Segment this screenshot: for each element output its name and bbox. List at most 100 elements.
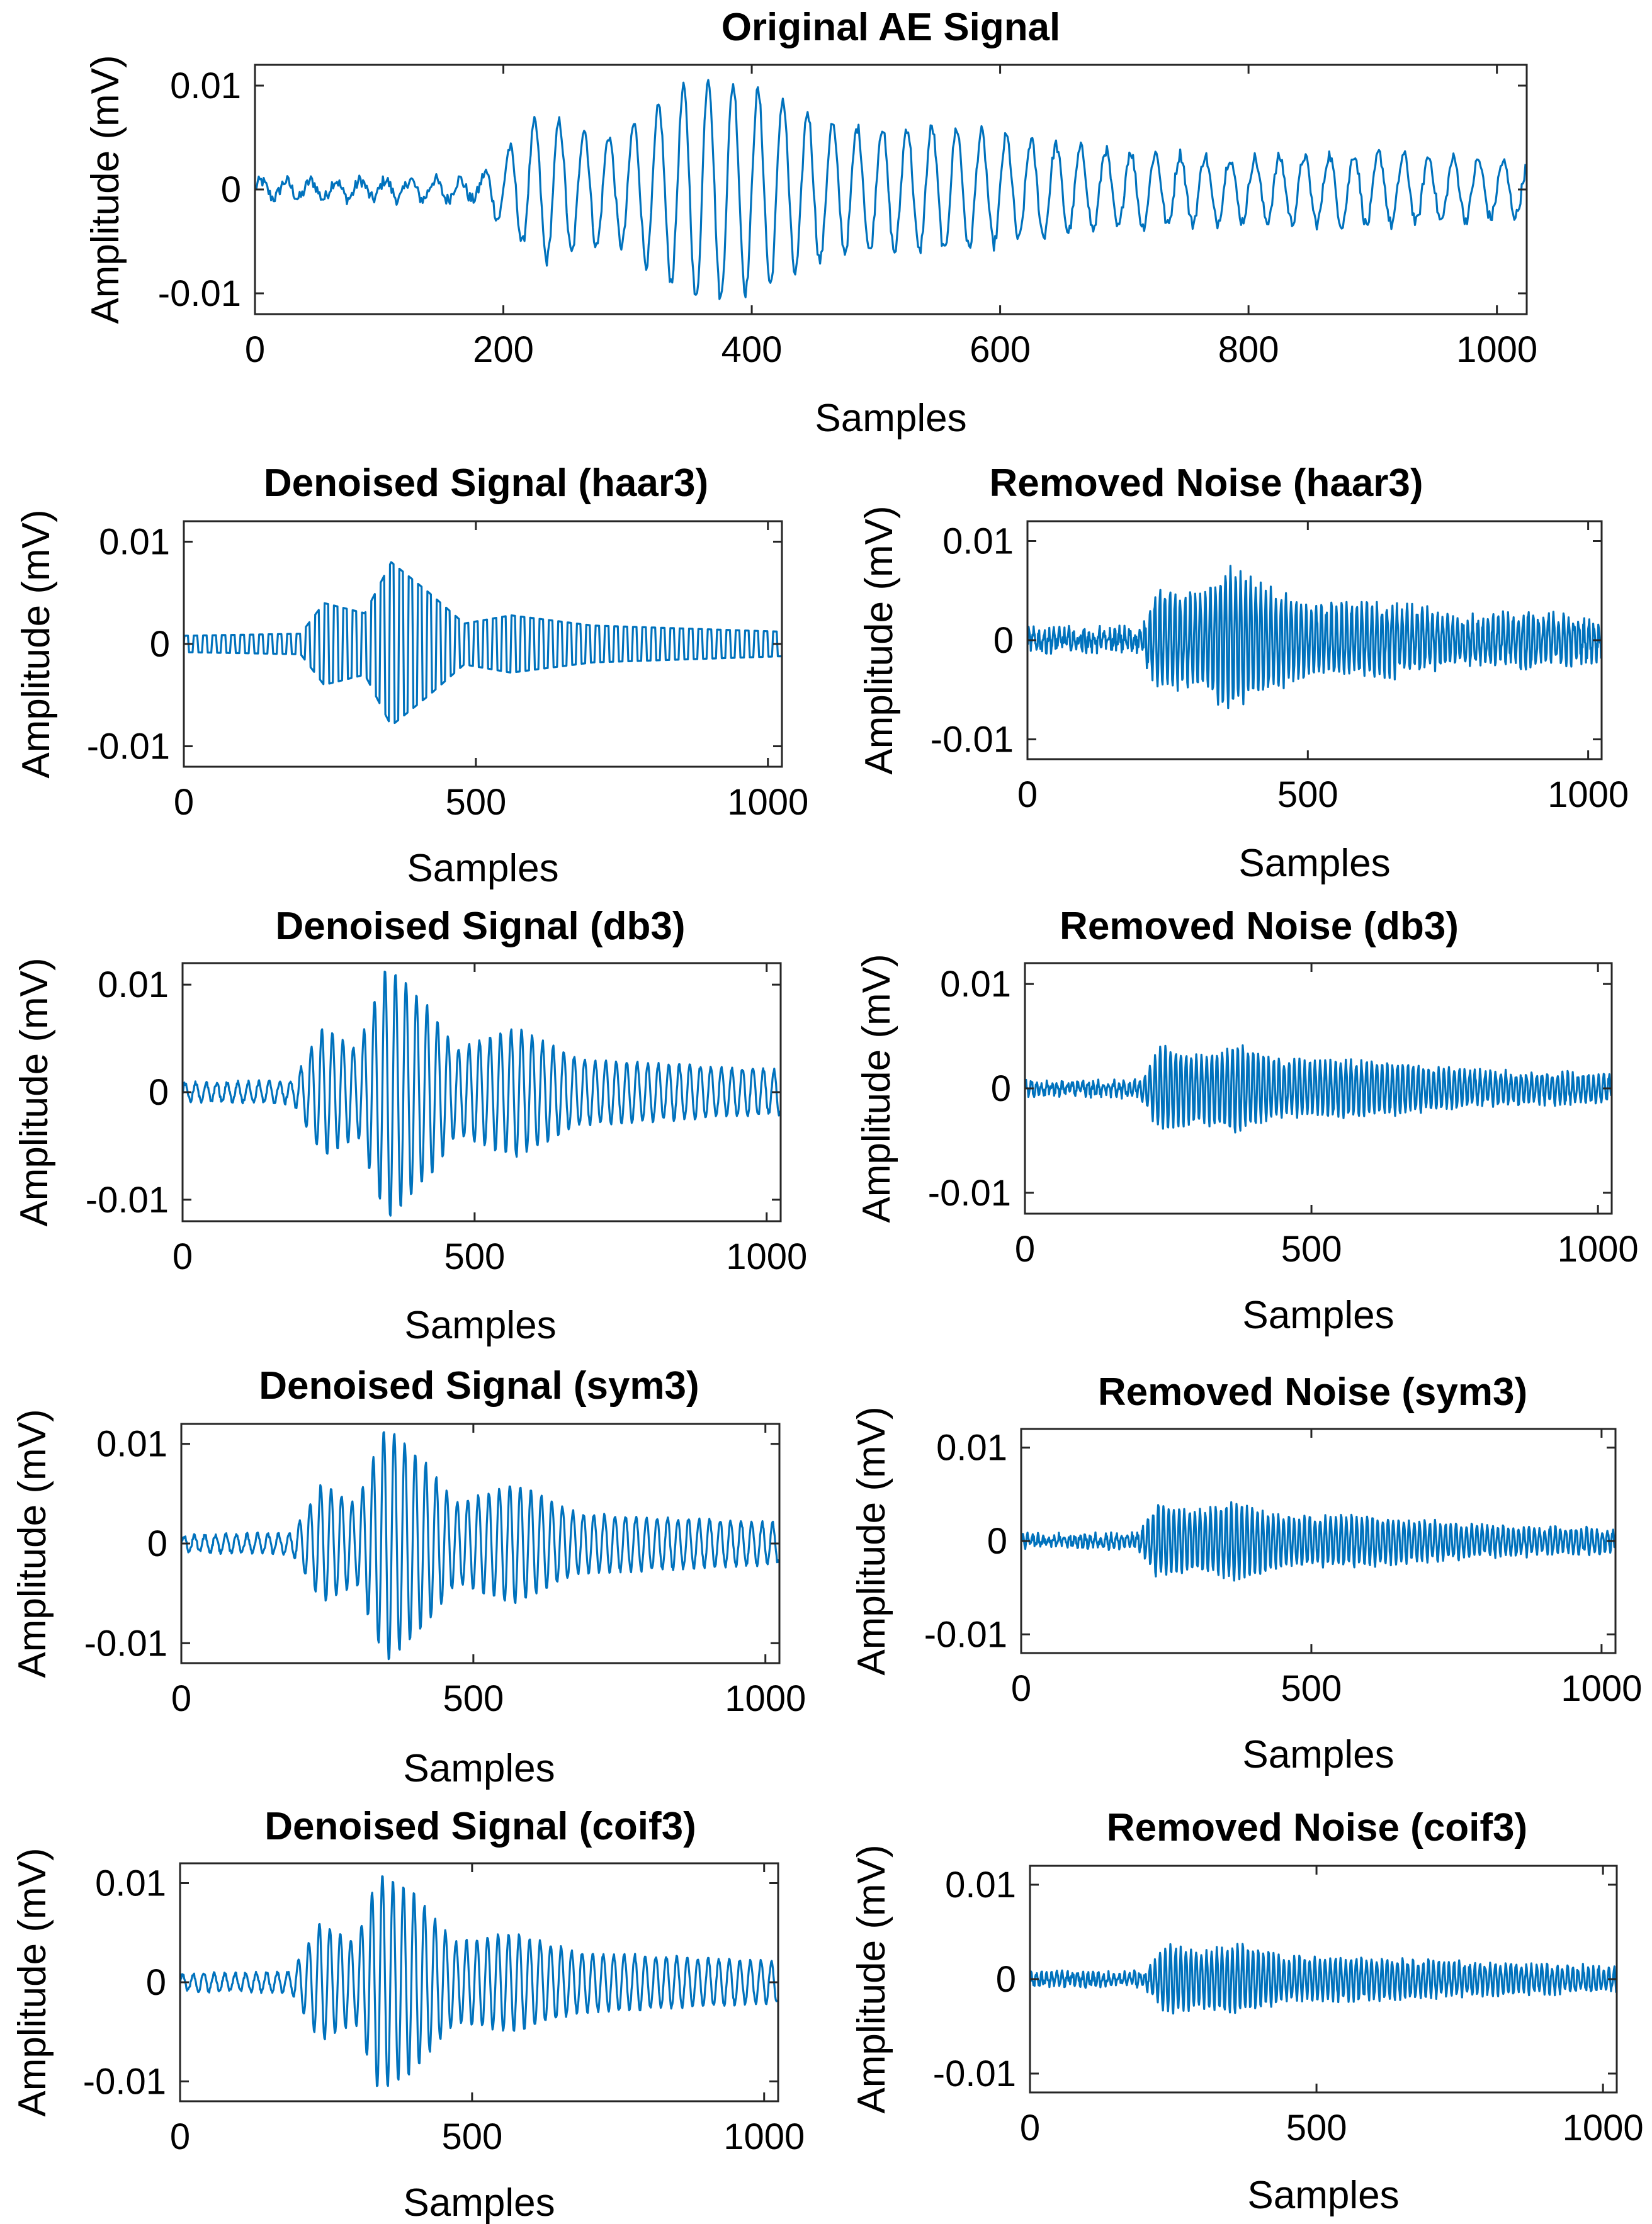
- x-axis-label: Samples: [815, 397, 966, 440]
- y-axis-label: Amplitude (mV): [850, 1844, 893, 2113]
- y-tick-label: 0: [987, 1521, 1007, 1562]
- series-line: [1025, 1044, 1612, 1134]
- subplot-denoised-db3: Denoised Signal (db3) 0 500 1000-0.0100.01…: [13, 905, 807, 1347]
- x-tick-label: 200: [473, 329, 534, 370]
- x-tick-label: 600: [970, 329, 1031, 370]
- series-line: [1030, 1943, 1617, 2015]
- x-axis-label: Samples: [1238, 842, 1390, 885]
- x-tick-label: 800: [1218, 329, 1279, 370]
- subplot-title: Removed Noise (sym3): [1098, 1370, 1527, 1414]
- series-line: [183, 970, 781, 1217]
- y-tick-label: 0.01: [99, 522, 170, 563]
- x-tick-label: 0: [245, 329, 265, 370]
- y-tick-label: -0.01: [83, 2062, 166, 2103]
- y-tick-label: -0.01: [928, 1173, 1011, 1214]
- x-tick-label: 0: [174, 782, 194, 823]
- x-tick-label: 1000: [1456, 329, 1537, 370]
- x-tick-label: 500: [443, 1678, 504, 1719]
- y-tick-label: -0.01: [931, 720, 1014, 760]
- x-tick-label: 1000: [726, 1236, 807, 1277]
- x-tick-label: 0: [170, 2116, 190, 2157]
- x-tick-label: 0: [173, 1236, 193, 1277]
- subplot-noise-coif3: Removed Noise (coif3) 0 500 1000-0.0100.01…: [850, 1806, 1644, 2217]
- x-tick-label: 1000: [723, 2116, 805, 2157]
- x-tick-label: 1000: [1561, 1668, 1642, 1709]
- y-tick-label: -0.01: [84, 1623, 167, 1664]
- y-axis-label: Amplitude (mV): [84, 55, 127, 324]
- x-tick-label: 0: [1017, 774, 1038, 815]
- x-tick-label: 0: [171, 1678, 191, 1719]
- y-tick-label: -0.01: [87, 726, 170, 767]
- y-tick-label: 0.01: [940, 964, 1011, 1005]
- y-tick-label: -0.01: [86, 1180, 169, 1221]
- series-line: [181, 1431, 779, 1661]
- x-tick-label: 500: [1281, 1668, 1342, 1709]
- subplot-title: Denoised Signal (db3): [275, 905, 685, 948]
- x-tick-label: 0: [1011, 1668, 1031, 1709]
- series-line: [1021, 1501, 1615, 1582]
- subplot-title: Denoised Signal (coif3): [264, 1805, 696, 1848]
- y-tick-label: 0: [996, 1959, 1016, 2000]
- x-axis-label: Samples: [407, 847, 558, 890]
- y-tick-label: 0: [149, 1072, 169, 1113]
- subplot-denoised-haar3: Denoised Signal (haar3) 0 500 1000-0.0100.…: [14, 461, 808, 890]
- y-tick-label: 0.01: [96, 1424, 167, 1465]
- y-tick-label: 0.01: [95, 1863, 166, 1904]
- x-tick-label: 500: [445, 782, 506, 823]
- y-tick-label: 0: [150, 624, 170, 665]
- series-line: [180, 1875, 778, 2087]
- x-tick-label: 1000: [725, 1678, 806, 1719]
- subplot-noise-haar3: Removed Noise (haar3) 0 500 1000-0.0100.01…: [857, 461, 1629, 885]
- subplot-noise-sym3: Removed Noise (sym3) 0 500 1000-0.0100.01 …: [850, 1370, 1642, 1776]
- x-tick-label: 400: [721, 329, 783, 370]
- y-axis-label: Amplitude (mV): [857, 505, 901, 774]
- x-tick-label: 500: [441, 2116, 502, 2157]
- subplot-title: Denoised Signal (haar3): [264, 461, 708, 505]
- x-tick-label: 500: [1277, 774, 1338, 815]
- x-tick-label: 1000: [1547, 774, 1629, 815]
- y-tick-label: 0.01: [170, 65, 241, 106]
- y-tick-label: 0.01: [945, 1865, 1016, 1905]
- y-tick-label: 0: [146, 1962, 166, 2003]
- x-axis-label: Samples: [404, 1304, 556, 1347]
- series-line: [184, 561, 782, 725]
- x-tick-label: 1000: [1558, 1229, 1639, 1270]
- y-axis-label: Amplitude (mV): [850, 1406, 893, 1675]
- x-tick-label: 0: [1015, 1229, 1035, 1270]
- y-axis-label: Amplitude (mV): [13, 957, 56, 1226]
- y-axis-label: Amplitude (mV): [855, 954, 898, 1222]
- y-tick-label: 0.01: [98, 964, 169, 1005]
- x-axis-label: Samples: [403, 2181, 555, 2224]
- x-tick-label: 1000: [1563, 2108, 1644, 2148]
- subplot-denoised-sym3: Denoised Signal (sym3) 0 500 1000-0.0100.0…: [11, 1364, 806, 1790]
- subplot-title: Removed Noise (haar3): [989, 461, 1423, 505]
- series-line: [1027, 565, 1602, 709]
- x-tick-label: 500: [444, 1236, 505, 1277]
- subplot-denoised-coif3: Denoised Signal (coif3) 0 500 1000-0.0100.…: [11, 1805, 805, 2224]
- x-axis-label: Samples: [1247, 2174, 1399, 2217]
- y-tick-label: -0.01: [933, 2053, 1016, 2094]
- y-tick-label: 0: [221, 169, 241, 210]
- x-tick-label: 500: [1281, 1229, 1342, 1270]
- y-axis-label: Amplitude (mV): [11, 1848, 54, 2116]
- subplot-title: Removed Noise (coif3): [1107, 1806, 1527, 1849]
- x-axis-label: Samples: [1242, 1294, 1394, 1337]
- series-line: [255, 79, 1527, 300]
- subplot-original: Original AE Signal 0 200 400 600 800 1000 -0.0…: [84, 6, 1537, 440]
- subplot-title: Original AE Signal: [721, 6, 1061, 49]
- y-tick-label: -0.01: [924, 1614, 1007, 1655]
- y-tick-label: 0: [991, 1068, 1011, 1109]
- y-tick-label: -0.01: [158, 273, 241, 314]
- x-axis-label: Samples: [403, 1747, 555, 1790]
